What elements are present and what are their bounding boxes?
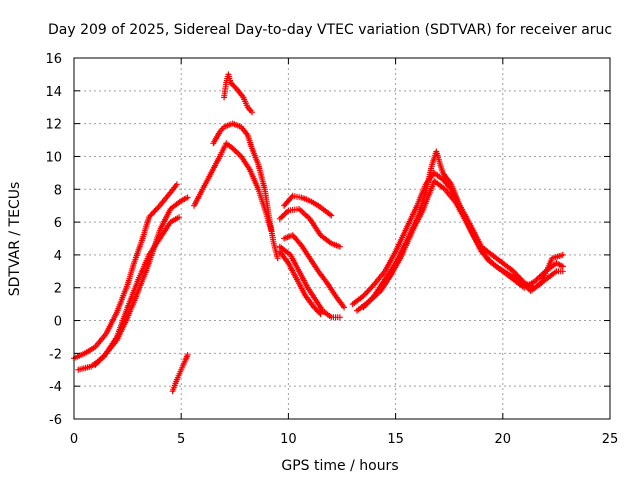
point-marks xyxy=(276,248,324,317)
point-marks xyxy=(92,194,191,368)
x-tick-label: 0 xyxy=(70,432,78,447)
data-points xyxy=(71,71,566,395)
series-track-g xyxy=(221,71,255,116)
point-marks xyxy=(281,232,348,311)
point-marks xyxy=(276,206,343,250)
series-track-h xyxy=(276,206,343,250)
y-tick-label: -4 xyxy=(49,380,62,395)
x-tick-label: 15 xyxy=(387,432,404,447)
series-track-k xyxy=(276,243,343,321)
x-tick-label: 5 xyxy=(177,432,185,447)
y-tick-label: 6 xyxy=(54,216,62,231)
y-tick-label: -2 xyxy=(49,347,62,362)
y-tick-label: 12 xyxy=(45,118,62,133)
series-track-c xyxy=(92,194,191,368)
y-axis-label: SDTVAR / TECUs xyxy=(7,182,23,297)
y-tick-label: 10 xyxy=(45,150,62,165)
series-track-i xyxy=(281,192,335,219)
plot-frame xyxy=(73,57,611,420)
series-track-j xyxy=(281,232,348,311)
point-marks xyxy=(281,192,335,219)
series-track-f xyxy=(210,120,281,262)
axis-ticks: 0 5 10 15 20 25 -6 -4 -2 0 2 4 6 8 10 12 14 16 xyxy=(45,52,618,447)
point-marks xyxy=(354,178,566,314)
series-track-l xyxy=(276,248,324,317)
y-tick-label: 8 xyxy=(54,183,62,198)
y-tick-label: 4 xyxy=(54,249,62,264)
y-tick-label: 16 xyxy=(45,52,62,67)
y-tick-label: 2 xyxy=(54,282,62,297)
point-marks xyxy=(221,71,255,116)
y-tick-label: 0 xyxy=(54,315,62,330)
series-track-a xyxy=(71,181,180,362)
point-marks xyxy=(169,352,191,395)
chart-title: Day 209 of 2025, Sidereal Day-to-day VTE… xyxy=(48,22,612,38)
x-tick-label: 10 xyxy=(280,432,297,447)
series-track-d xyxy=(169,352,191,395)
series-track-o xyxy=(354,178,566,314)
point-marks xyxy=(210,120,281,262)
point-marks xyxy=(276,243,343,321)
x-axis-label: GPS time / hours xyxy=(281,458,398,474)
y-tick-label: -6 xyxy=(49,413,62,428)
y-tick-label: 14 xyxy=(45,85,62,100)
point-marks xyxy=(71,181,180,362)
x-tick-label: 20 xyxy=(495,432,512,447)
x-tick-label: 25 xyxy=(602,432,619,447)
